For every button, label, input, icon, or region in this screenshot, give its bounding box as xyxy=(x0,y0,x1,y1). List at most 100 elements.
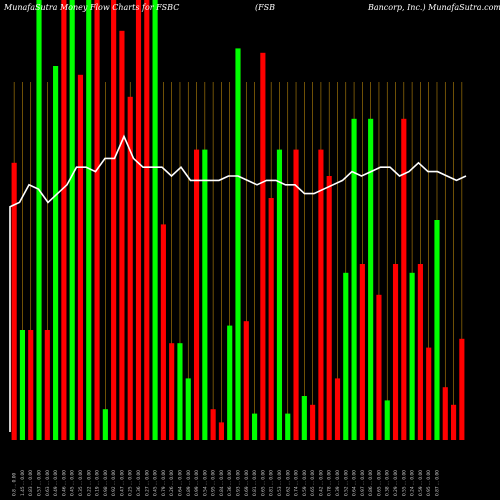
x-tick-label: 0.36 ... 0.00 xyxy=(227,470,233,496)
money-flow-bar xyxy=(177,343,183,440)
money-flow-bar xyxy=(293,149,299,440)
money-flow-bar xyxy=(417,264,423,440)
x-tick-label: 0.65 ... 0.00 xyxy=(260,470,266,496)
trend-line xyxy=(9,134,467,432)
chart-title-part-2: (FSB xyxy=(255,3,275,12)
money-flow-bar xyxy=(94,0,100,440)
x-tick-label: 0.46 ... 0.00 xyxy=(61,470,67,496)
money-flow-bar xyxy=(11,162,17,441)
x-tick-label: 0.62 ... 0.00 xyxy=(285,470,291,496)
x-tick-label: 0.38 ... 0.00 xyxy=(385,470,391,496)
money-flow-bar xyxy=(434,220,440,440)
money-flow-bar xyxy=(61,0,67,440)
money-flow-bar xyxy=(359,264,365,440)
money-flow-bar xyxy=(318,149,324,440)
money-flow-bar xyxy=(227,325,233,440)
money-flow-bar xyxy=(368,118,374,441)
x-tick-label: 0.69 ... 0.00 xyxy=(244,470,250,496)
bar-series xyxy=(11,0,465,441)
money-flow-bar xyxy=(86,0,92,440)
x-tick-label: 0.45 ... 0.00 xyxy=(153,470,159,496)
money-flow-bar xyxy=(459,338,465,440)
money-flow-bar xyxy=(202,149,208,440)
money-flow-bar xyxy=(135,0,142,440)
x-tick-label: 0.22 ... 0.00 xyxy=(86,470,92,496)
money-flow-bar xyxy=(144,0,150,440)
x-tick-label: 0.79 ... 0.00 xyxy=(161,470,167,496)
money-flow-bar xyxy=(119,30,125,441)
x-tick-label: 0.89 ... 0.00 xyxy=(186,470,192,496)
x-tick-label: 0.65 ... 0.00 xyxy=(310,470,316,496)
money-flow-bar xyxy=(252,413,258,440)
money-flow-bar xyxy=(218,422,224,440)
money-flow-bar xyxy=(310,404,316,440)
money-flow-bar xyxy=(268,198,274,440)
x-tick-label: 0.92 ... 0.00 xyxy=(111,470,117,496)
x-tick-label: 0.42 ... 0.00 xyxy=(318,470,324,496)
x-tick-label: 0.95 ... 0.00 xyxy=(211,470,217,496)
x-tick-label: 0.98 ... 0.00 xyxy=(103,470,109,496)
money-flow-bar xyxy=(77,74,84,441)
money-flow-bar xyxy=(401,118,407,441)
money-flow-bar xyxy=(334,378,341,440)
money-flow-bar xyxy=(185,378,191,440)
money-flow-bar xyxy=(210,409,216,440)
money-flow-bar xyxy=(343,272,349,440)
money-flow-bar xyxy=(102,409,108,440)
money-flow-bar xyxy=(19,330,26,440)
money-flow-bar xyxy=(193,149,200,440)
x-tick-label: 0.59 ... 0.00 xyxy=(302,470,308,496)
chart-title-part-1: MunafaSutra Money Flow Charts for FSBC xyxy=(3,3,179,12)
money-flow-bar xyxy=(36,0,42,440)
x-tick-label: 0.86 ... 0.00 xyxy=(368,470,374,496)
x-tick-label: 0.29 ... 0.00 xyxy=(393,470,399,496)
x-tick-label: 0.81 ... 0.00 xyxy=(252,470,258,496)
x-tick-label: 0.54 ... 0.00 xyxy=(202,470,208,496)
money-flow-bar xyxy=(69,0,75,440)
chart-title-part-3: Bancorp, Inc.) MunafaSutra.com xyxy=(367,3,500,12)
x-tick-label: 0.47 ... 0.00 xyxy=(119,470,125,496)
x-tick-label: 0.49 ... 0.00 xyxy=(53,470,59,496)
money-flow-bar xyxy=(169,343,175,440)
money-flow-bar xyxy=(44,330,50,440)
x-tick-label: 0.63 ... 0.00 xyxy=(45,470,51,496)
x-tick-labels: 0.8 ... 0.00 1.45 ... 0.00 0.83 ... 0.00 0.… xyxy=(12,470,441,496)
x-tick-label: 0.95 ... 0.00 xyxy=(426,470,432,496)
money-flow-bar xyxy=(152,0,158,440)
x-tick-label: 0.65 ... 0.00 xyxy=(376,470,382,496)
money-flow-bar xyxy=(160,224,166,440)
money-flow-bar xyxy=(392,264,399,440)
x-tick-label: 0.55 ... 0.00 xyxy=(401,470,407,496)
money-flow-bar xyxy=(127,96,133,441)
money-flow-bar xyxy=(426,347,432,440)
x-tick-label: 0.74 ... 0.00 xyxy=(294,470,300,496)
x-tick-label: 0.84 ... 0.00 xyxy=(219,470,225,496)
money-flow-bar xyxy=(351,118,357,441)
money-flow-bar xyxy=(285,413,291,440)
x-tick-label: 0.26 ... 0.00 xyxy=(169,470,175,496)
money-flow-bar xyxy=(276,149,283,440)
line-series xyxy=(9,134,467,432)
x-tick-label: 0.53 ... 0.00 xyxy=(277,470,283,496)
money-flow-bar xyxy=(384,400,390,440)
x-tick-label: 0.78 ... 0.00 xyxy=(327,470,333,496)
x-tick-label: 0.93 ... 0.00 xyxy=(236,470,242,496)
money-flow-bar xyxy=(376,294,382,440)
x-tick-label: 0.24 ... 0.00 xyxy=(410,470,416,496)
x-tick-label: 0.52 ... 0.00 xyxy=(343,470,349,496)
x-tick-label: 0.8 ... 0.00 xyxy=(12,473,18,496)
x-tick-label: 0.97 ... 0.00 xyxy=(360,470,366,496)
x-tick-label: 0.87 ... 0.00 xyxy=(434,470,440,496)
money-flow-bar xyxy=(409,272,415,440)
x-tick-label: 0.27 ... 0.00 xyxy=(144,470,150,496)
x-tick-label: 0.19 ... 0.00 xyxy=(95,470,101,496)
money-flow-bar xyxy=(243,321,249,440)
x-tick-label: 1.45 ... 0.00 xyxy=(20,470,26,496)
money-flow-bar xyxy=(28,330,34,440)
money-flow-bar xyxy=(235,48,241,441)
money-flow-bar xyxy=(326,176,332,440)
money-flow-bar xyxy=(53,66,59,440)
money-flow-bar xyxy=(450,404,457,440)
